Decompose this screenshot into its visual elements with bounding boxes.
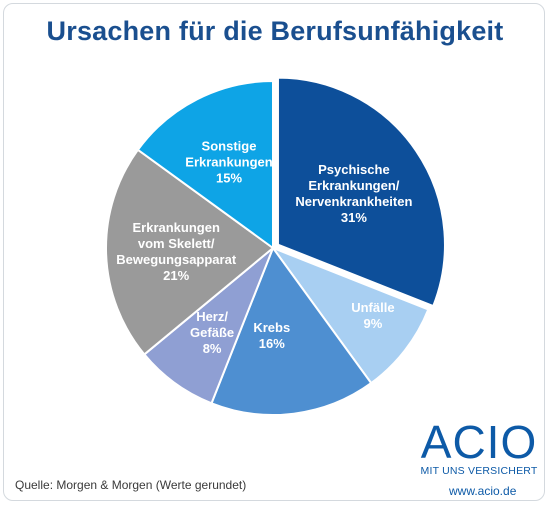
slice-label-line: 16%: [259, 336, 285, 351]
pie-slice-0: [276, 76, 446, 308]
logo-wordmark: ACIO: [420, 416, 538, 468]
pie-slice-2: [210, 245, 373, 416]
slice-label-line: Sonstige: [202, 139, 257, 154]
slice-label-line: Erkrankungen: [185, 155, 272, 170]
slice-label-0: Psychische Erkrankungen/Nervenkrankheiten…: [295, 162, 412, 225]
pie-slice-5: [136, 79, 274, 250]
slice-label-line: Unfälle: [351, 300, 394, 315]
slice-label-line: Herz/: [196, 309, 228, 324]
slice-label-line: Erkrankungen: [132, 220, 219, 235]
pie-slice-4: [105, 148, 275, 356]
slice-label-line: 8%: [203, 341, 222, 356]
slice-label-line: 31%: [341, 210, 367, 225]
slice-label-2: Krebs 16%: [253, 320, 290, 351]
slice-label-line: Gefäße: [190, 325, 234, 340]
slice-label-line: vom Skelett/: [138, 236, 215, 251]
acio-logo: ACIO MIT UNS VERSICHERT: [418, 416, 540, 477]
slice-label-line: Erkrankungen/: [308, 178, 399, 193]
chart-title: Ursachen für die Berufsunfähigkeit: [46, 16, 504, 46]
slice-label-line: 15%: [216, 171, 242, 186]
slice-label-line: Psychische: [318, 162, 390, 177]
slice-label-line: 21%: [163, 268, 189, 283]
slice-label-line: Bewegungsapparat: [116, 252, 237, 267]
slice-label-1: Unfälle 9%: [351, 300, 394, 331]
slice-label-line: Nervenkrankheiten: [295, 194, 412, 209]
slice-label-3: Herz/Gefäße 8%: [190, 309, 234, 356]
source-note: Quelle: Morgen & Morgen (Werte gerundet): [15, 478, 247, 492]
slice-label-4: Erkrankungen vom Skelett/Bewegungsapparat…: [116, 220, 237, 283]
slice-label-line: 9%: [364, 316, 383, 331]
pie-slice-1: [270, 245, 430, 385]
slice-label-5: Sonstige Erkrankungen 15%: [185, 139, 272, 186]
logo-tagline: MIT UNS VERSICHERT: [420, 465, 538, 477]
website-url: www.acio.de: [449, 484, 517, 498]
slice-label-line: Krebs: [253, 320, 290, 335]
